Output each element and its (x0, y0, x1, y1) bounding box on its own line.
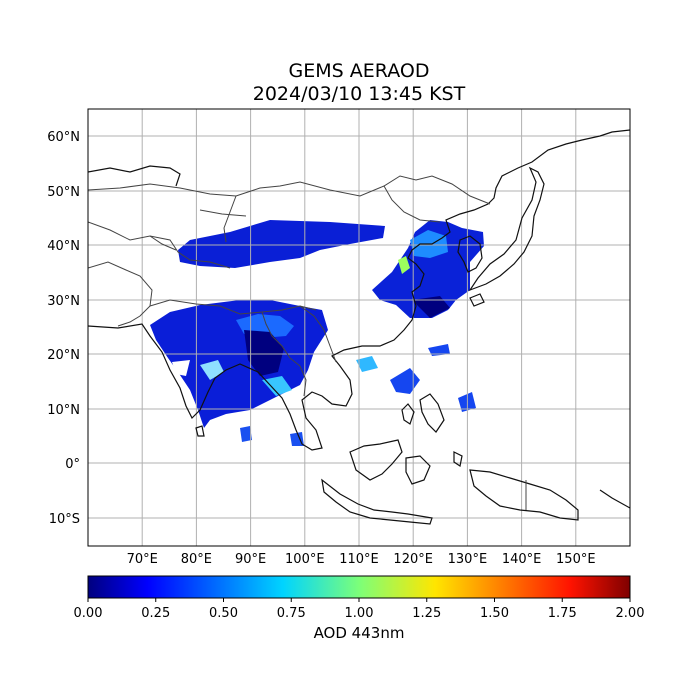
map-title: GEMS AERAOD (288, 60, 430, 82)
lat-tick-50n: 50°N (47, 185, 80, 200)
lat-tick-20n: 20°N (47, 348, 80, 363)
cbar-tick-1: 0.25 (141, 606, 170, 621)
colorbar-tick-labels: 0.00 0.25 0.50 0.75 1.00 1.25 1.50 1.75 … (74, 606, 645, 621)
colorbar-label: AOD 443nm (313, 624, 405, 642)
cbar-tick-5: 1.25 (412, 606, 441, 621)
lon-tick-90e: 90°E (235, 552, 266, 567)
lat-tick-40n: 40°N (47, 239, 80, 254)
cbar-tick-0: 0.00 (74, 606, 103, 621)
lat-tick-10n: 10°N (47, 403, 80, 418)
lat-tick-10s: 10°S (49, 512, 80, 527)
cbar-tick-6: 1.50 (480, 606, 509, 621)
lat-tick-60n: 60°N (47, 130, 80, 145)
lat-tick-0: 0° (65, 457, 80, 472)
lon-tick-150e: 150°E (556, 552, 596, 567)
colorbar-tick-marks (87, 598, 631, 602)
country-borders-layer (88, 175, 527, 510)
lon-tick-70e: 70°E (127, 552, 158, 567)
lon-tick-labels: 70°E 80°E 90°E 100°E 110°E 120°E 130°E 1… (127, 552, 596, 567)
cbar-tick-7: 1.75 (548, 606, 577, 621)
colorbar (87, 575, 631, 599)
lon-tick-80e: 80°E (181, 552, 212, 567)
map-subtitle-datetime: 2024/03/10 13:45 KST (252, 83, 466, 105)
lat-tick-labels: 60°N 50°N 40°N 30°N 20°N 10°N 0° 10°S (47, 130, 80, 527)
lon-tick-140e: 140°E (502, 552, 542, 567)
lon-tick-110e: 110°E (339, 552, 379, 567)
lon-tick-120e: 120°E (393, 552, 433, 567)
map-graticule (88, 109, 630, 546)
coastlines-layer (88, 129, 630, 525)
cbar-tick-2: 0.50 (209, 606, 238, 621)
lon-tick-130e: 130°E (448, 552, 488, 567)
cbar-tick-8: 2.00 (616, 606, 645, 621)
cbar-tick-4: 1.00 (345, 606, 374, 621)
lat-tick-30n: 30°N (47, 294, 80, 309)
map-frame (87, 108, 631, 547)
lon-tick-100e: 100°E (285, 552, 325, 567)
cbar-tick-3: 0.75 (277, 606, 306, 621)
